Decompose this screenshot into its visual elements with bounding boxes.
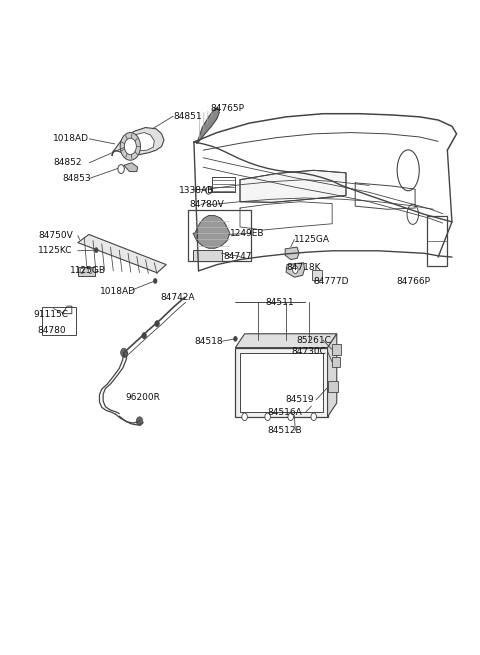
Ellipse shape — [407, 204, 419, 225]
Circle shape — [288, 413, 293, 421]
FancyBboxPatch shape — [427, 216, 447, 266]
Text: 84742A: 84742A — [161, 293, 195, 302]
Polygon shape — [286, 263, 304, 277]
Polygon shape — [120, 132, 154, 151]
Circle shape — [311, 413, 316, 421]
FancyBboxPatch shape — [328, 381, 338, 392]
Circle shape — [118, 164, 124, 174]
Polygon shape — [193, 215, 230, 248]
Circle shape — [242, 413, 247, 421]
Circle shape — [124, 138, 136, 155]
FancyBboxPatch shape — [312, 271, 323, 280]
FancyBboxPatch shape — [188, 210, 251, 261]
Text: 84777D: 84777D — [314, 277, 349, 286]
Circle shape — [155, 320, 159, 327]
Text: 84519: 84519 — [285, 396, 314, 404]
Circle shape — [234, 336, 237, 341]
Polygon shape — [193, 250, 223, 261]
Polygon shape — [235, 334, 337, 348]
Circle shape — [292, 266, 298, 273]
Text: 84852: 84852 — [53, 159, 82, 167]
Circle shape — [136, 417, 143, 426]
Circle shape — [265, 413, 270, 421]
Polygon shape — [327, 334, 337, 417]
Text: 84511: 84511 — [265, 298, 294, 307]
Text: 1338AB: 1338AB — [179, 186, 215, 195]
Text: 1018AD: 1018AD — [53, 134, 89, 143]
FancyBboxPatch shape — [42, 307, 76, 335]
Polygon shape — [78, 267, 95, 276]
Text: 84750V: 84750V — [38, 231, 73, 240]
Polygon shape — [285, 247, 299, 259]
Circle shape — [142, 333, 146, 339]
Circle shape — [154, 278, 157, 284]
FancyBboxPatch shape — [332, 345, 341, 354]
Text: 84518: 84518 — [195, 337, 224, 346]
Text: 1125KC: 1125KC — [38, 246, 72, 255]
Circle shape — [120, 348, 127, 357]
Polygon shape — [240, 352, 323, 413]
Circle shape — [206, 187, 211, 194]
Text: 1249EB: 1249EB — [230, 229, 264, 238]
Polygon shape — [235, 348, 327, 417]
Text: 84780: 84780 — [37, 326, 66, 335]
Text: 96200R: 96200R — [126, 394, 161, 402]
Circle shape — [120, 132, 141, 160]
Text: 85261C: 85261C — [296, 335, 331, 345]
Text: 84516A: 84516A — [268, 408, 302, 417]
Text: 84747: 84747 — [223, 252, 252, 261]
Polygon shape — [124, 162, 138, 172]
Text: 84718K: 84718K — [286, 263, 321, 272]
Circle shape — [88, 269, 92, 273]
Circle shape — [80, 269, 84, 273]
Polygon shape — [197, 107, 219, 144]
Text: 84765P: 84765P — [210, 104, 244, 113]
Circle shape — [95, 248, 98, 253]
Text: 84512B: 84512B — [268, 426, 302, 435]
Text: 84851: 84851 — [173, 113, 202, 121]
Text: 84853: 84853 — [62, 174, 91, 183]
Polygon shape — [112, 128, 164, 156]
Polygon shape — [78, 234, 166, 272]
Text: 1125GA: 1125GA — [294, 235, 330, 244]
FancyBboxPatch shape — [332, 357, 339, 367]
Text: 1018AD: 1018AD — [99, 286, 135, 295]
Text: 84730C: 84730C — [292, 347, 326, 356]
Ellipse shape — [397, 150, 419, 191]
Polygon shape — [240, 170, 346, 202]
Text: 84766P: 84766P — [396, 277, 431, 286]
Text: 84780V: 84780V — [189, 200, 224, 210]
Text: 1125GB: 1125GB — [70, 267, 106, 275]
Text: 91115C: 91115C — [34, 310, 69, 320]
